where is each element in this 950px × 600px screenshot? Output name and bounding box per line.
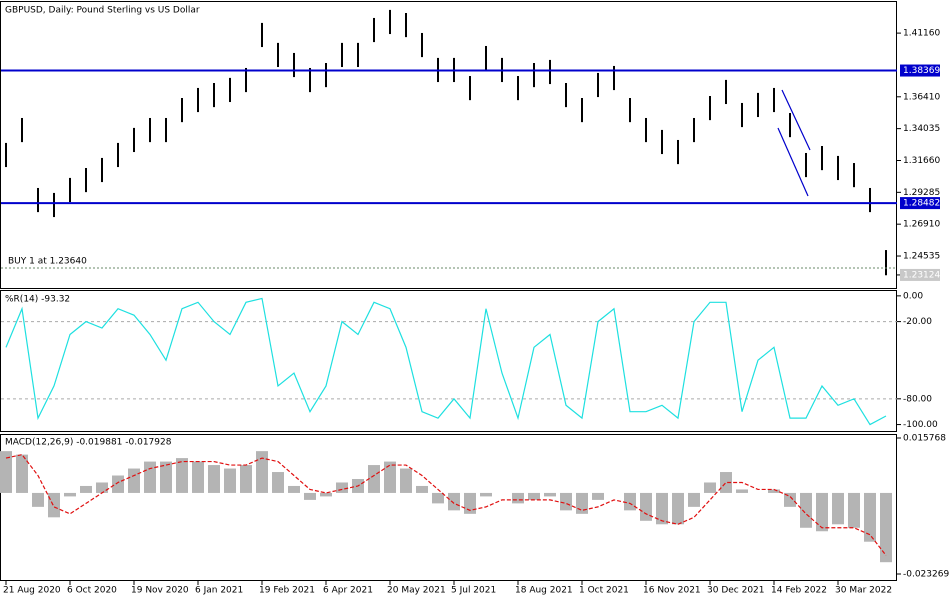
macd-bar (304, 492, 316, 500)
macd-bar (432, 492, 444, 504)
price-tag (900, 268, 940, 281)
macd-bar (16, 454, 28, 493)
x-tick-label: 20 May 2021 (387, 586, 446, 596)
chart-title: GBPUSD, Daily: Pound Sterling vs US Doll… (5, 6, 200, 16)
macd-bar (656, 492, 668, 525)
y-tick-label: 1.34035 (903, 124, 940, 134)
y-tick-label: 0.015768 (903, 434, 946, 444)
macd-bar (288, 485, 300, 493)
indicator-line (5, 297, 887, 426)
macd-bar (384, 461, 396, 493)
macd-bar (368, 465, 380, 493)
macd-bar (528, 492, 540, 500)
macd-bar (32, 492, 44, 507)
x-tick-label: 30 Dec 2021 (707, 586, 765, 596)
x-tick-label: 19 Feb 2021 (259, 586, 315, 596)
macd-bar (112, 475, 124, 493)
price-tag-label: 1.28482 (903, 199, 940, 209)
macd-bar (768, 489, 780, 493)
macd-bar (176, 458, 188, 493)
macd-bar (880, 492, 892, 563)
trend-line (781, 89, 811, 151)
macd-bar (816, 492, 828, 532)
x-tick-label: 19 Nov 2020 (131, 586, 189, 596)
wpr-panel (0, 290, 897, 432)
macd-bar (144, 461, 156, 493)
macd-bar (240, 465, 252, 493)
y-tick-label: 1.41160 (903, 29, 940, 39)
y-tick-label: 1.24535 (903, 252, 940, 262)
macd-panel (0, 434, 897, 581)
x-tick-label: 6 Apr 2021 (323, 586, 373, 596)
x-tick-label: 18 Aug 2021 (515, 586, 573, 596)
trend-line (777, 127, 809, 197)
indicator-title: %R(14) -93.32 (5, 295, 70, 305)
macd-bar (336, 482, 348, 493)
x-tick-label: 21 Aug 2020 (3, 586, 61, 596)
macd-bar (464, 492, 476, 514)
signal-line (5, 453, 887, 556)
macd-bar (640, 492, 652, 521)
macd-bar (320, 492, 332, 497)
macd-bar (704, 482, 716, 493)
y-tick-label: 0.00 (903, 291, 923, 301)
macd-bar (0, 451, 12, 493)
price-tag (900, 64, 940, 77)
macd-bar (128, 468, 140, 493)
indicator-title: MACD(12,26,9) -0.019881 -0.017928 (5, 438, 172, 448)
macd-bar (272, 472, 284, 493)
macd-bar (864, 492, 876, 542)
x-tick-label: 5 Jul 2021 (451, 586, 496, 596)
price-panel (0, 1, 897, 289)
x-tick-label: 16 Nov 2021 (643, 586, 701, 596)
y-tick-label: 1.31660 (903, 156, 940, 166)
macd-bar (256, 451, 268, 493)
y-tick-label: -0.023269 (903, 570, 949, 580)
y-tick-label: -80.00 (903, 394, 932, 404)
macd-bar (448, 492, 460, 511)
macd-bar (192, 461, 204, 493)
macd-bar (576, 492, 588, 514)
macd-bar (80, 485, 92, 493)
macd-bar (208, 465, 220, 493)
x-tick-label: 14 Feb 2022 (771, 586, 827, 596)
macd-bar (720, 472, 732, 493)
macd-bar (784, 492, 796, 507)
y-tick-label: 1.26910 (903, 220, 940, 230)
macd-bar (560, 492, 572, 511)
macd-bar (592, 492, 604, 500)
macd-bar (160, 461, 172, 493)
x-tick-label: 30 Mar 2022 (835, 586, 892, 596)
y-tick-label: -20.00 (903, 317, 932, 327)
macd-bar (512, 492, 524, 504)
order-label: BUY 1 at 1.23640 (8, 257, 87, 267)
price-tag-label: 1.38369 (903, 66, 940, 76)
macd-bar (400, 468, 412, 493)
y-tick-label: 1.29285 (903, 188, 940, 198)
macd-bar (832, 492, 844, 525)
macd-bar (672, 492, 684, 525)
macd-bar (416, 485, 428, 493)
y-tick-label: -100.00 (903, 420, 938, 430)
price-tag-label: 1.23124 (903, 270, 940, 280)
macd-bar (800, 492, 812, 528)
macd-bar (48, 492, 60, 518)
x-tick-label: 6 Oct 2020 (67, 586, 117, 596)
x-tick-label: 1 Oct 2021 (579, 586, 629, 596)
macd-bar (736, 489, 748, 493)
macd-bar (544, 492, 556, 497)
macd-bar (96, 482, 108, 493)
macd-bar (224, 468, 236, 493)
x-tick-label: 6 Jan 2021 (195, 586, 243, 596)
macd-bar (64, 492, 76, 497)
macd-bar (480, 492, 492, 497)
price-tag (900, 197, 940, 210)
macd-bar (848, 492, 860, 528)
macd-bar (624, 492, 636, 511)
y-tick-label: 1.36410 (903, 92, 940, 102)
macd-bar (688, 492, 700, 507)
